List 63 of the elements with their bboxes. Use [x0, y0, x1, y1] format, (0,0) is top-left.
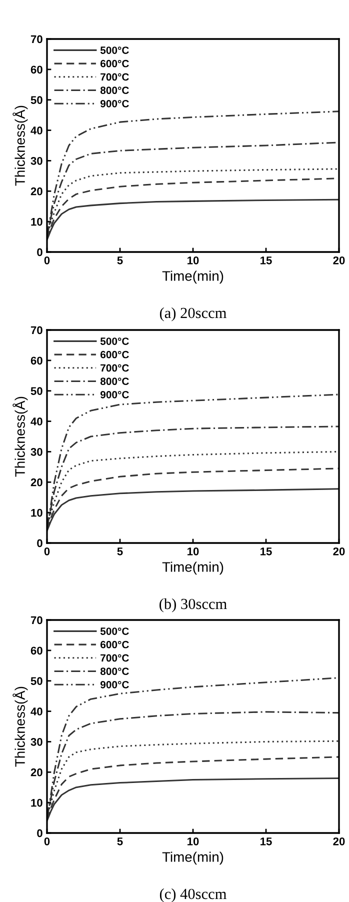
legend-label: 900°C [100, 390, 129, 398]
y-tick-label: 10 [31, 218, 42, 226]
y-tick-label: 60 [30, 356, 42, 365]
y-tick-label: 50 [30, 96, 42, 104]
y-tick-label: 0 [37, 829, 42, 838]
legend-label: 500°C [100, 46, 129, 54]
text: (b) 30sccm [160, 598, 227, 612]
x-tick-label: 10 [188, 547, 199, 556]
y-tick-label: 30 [30, 448, 42, 456]
x-tick-label: 5 [117, 548, 123, 556]
x-tick-label: 0 [44, 256, 50, 264]
x-tick-label: 0 [44, 547, 50, 556]
y-tick-label: 20 [30, 478, 42, 486]
y-tick-label: 60 [30, 66, 42, 74]
x-tick-label: 20 [333, 547, 345, 556]
legend-label: 800°C [100, 668, 129, 676]
y-axis-title: Thickness(Å) [12, 686, 28, 767]
legend-label: 700°C [100, 364, 129, 372]
x-axis-title: Time(min) [162, 270, 224, 284]
legend-label: 600°C [100, 60, 129, 68]
legend-label: 600°C [100, 350, 129, 358]
y-tick-label: 10 [31, 508, 42, 517]
legend-label: 700°C [100, 73, 129, 81]
y-tick-label: 30 [30, 738, 42, 746]
x-tick-label: 5 [117, 256, 123, 264]
legend-label: 500°C [100, 338, 129, 345]
x-tick-label: 15 [260, 548, 272, 556]
x-tick-label: 10 [188, 837, 199, 846]
y-tick-label: 40 [30, 708, 42, 716]
y-tick-label: 0 [37, 539, 42, 548]
y-tick-label: 70 [30, 326, 42, 334]
y-tick-label: 20 [30, 187, 42, 196]
y-tick-label: 70 [30, 616, 42, 624]
x-axis-title: Time(min) [162, 562, 224, 575]
x-tick-label: 0 [44, 837, 50, 846]
y-tick-label: 70 [30, 35, 42, 44]
y-tick-label: 30 [30, 156, 42, 165]
legend-label: 500°C [100, 628, 129, 635]
x-axis-title: Time(min) [162, 852, 224, 865]
x-tick-label: 20 [333, 837, 345, 846]
y-tick-label: 50 [30, 677, 42, 685]
x-tick-label: 15 [260, 256, 272, 264]
text: (a) 20sccm [160, 307, 226, 322]
legend-label: 900°C [100, 680, 129, 688]
x-tick-label: 5 [117, 838, 123, 846]
y-tick-label: 10 [31, 798, 42, 807]
text: (c) 40sccm [160, 888, 226, 902]
legend-label: 700°C [100, 654, 129, 662]
x-tick-label: 20 [333, 256, 345, 264]
y-axis-title: Thickness(Å) [12, 106, 28, 186]
y-tick-label: 20 [30, 768, 42, 776]
x-tick-label: 15 [260, 838, 272, 846]
legend-label: 800°C [100, 86, 129, 94]
y-tick-label: 40 [30, 126, 42, 134]
y-axis-title: Thickness(Å) [12, 396, 28, 477]
legend-label: 900°C [100, 100, 129, 108]
y-tick-label: 0 [37, 248, 42, 256]
legend-label: 800°C [100, 378, 129, 386]
y-tick-label: 40 [30, 418, 42, 426]
x-tick-label: 10 [188, 256, 199, 264]
y-tick-label: 50 [30, 387, 42, 395]
y-tick-label: 60 [30, 646, 42, 655]
legend-label: 600°C [100, 640, 129, 648]
